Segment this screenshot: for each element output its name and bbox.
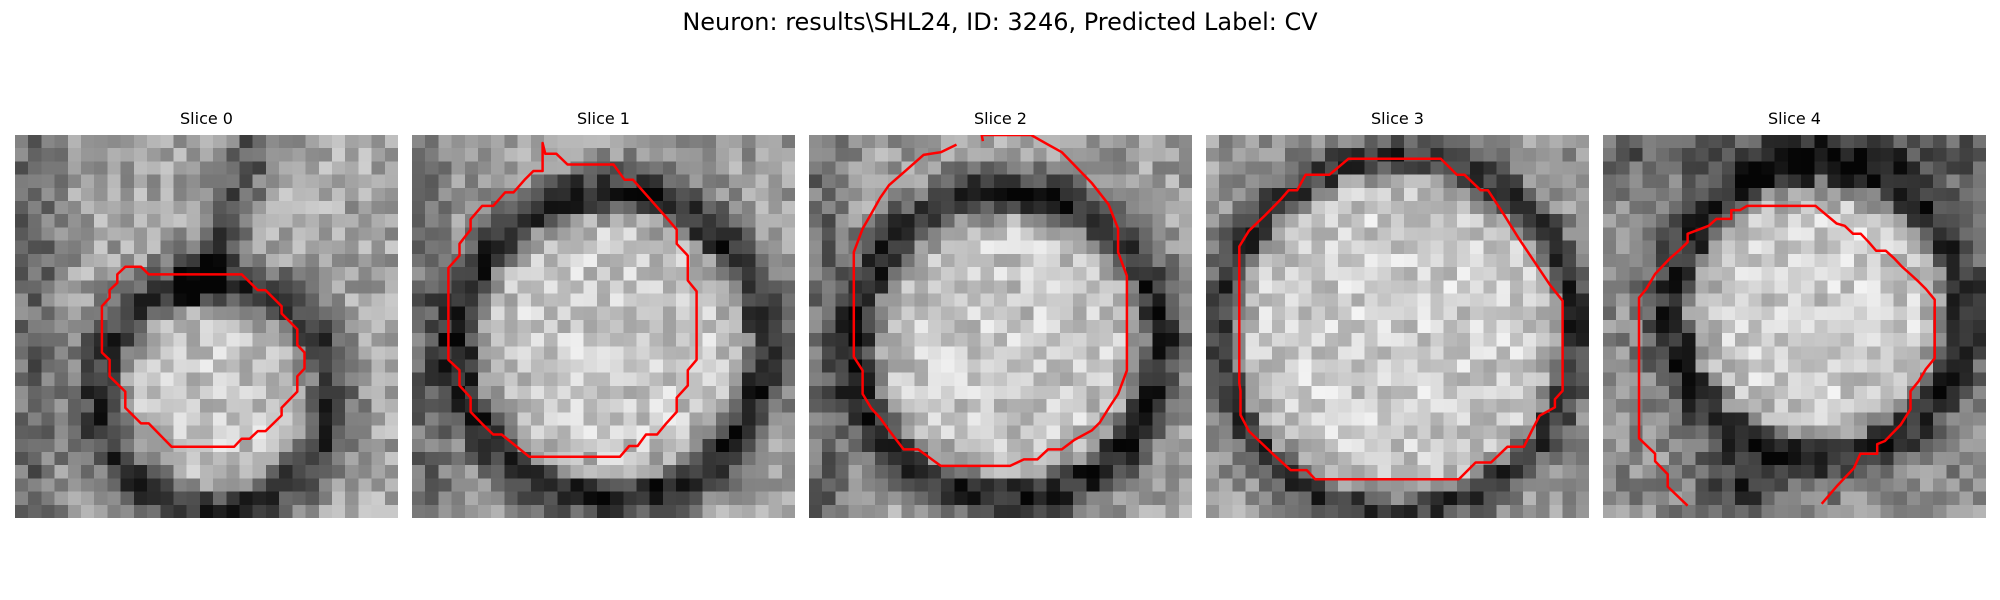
slice-panel-0: Slice 0 xyxy=(15,108,398,518)
segmentation-contour xyxy=(1238,157,1564,481)
segmentation-contour xyxy=(100,265,306,449)
segmentation-contour xyxy=(1637,204,1936,507)
grayscale-image xyxy=(1206,135,1589,518)
segmentation-contour xyxy=(852,135,1129,468)
figure-title: Neuron: results\SHL24, ID: 3246, Predict… xyxy=(682,8,1318,36)
slice-title: Slice 4 xyxy=(1768,109,1821,128)
slice-title: Slice 1 xyxy=(577,109,630,128)
slice-title: Slice 2 xyxy=(974,109,1027,128)
grayscale-image xyxy=(809,135,1192,518)
contour-overlay xyxy=(852,135,1129,468)
contour-overlay xyxy=(1637,204,1936,507)
slice-image-3 xyxy=(1206,135,1589,518)
contour-overlay xyxy=(100,265,306,449)
slice-panel-3: Slice 3 xyxy=(1206,108,1589,518)
slice-panel-1: Slice 1 xyxy=(412,108,795,518)
slice-title: Slice 0 xyxy=(180,109,233,128)
grayscale-image xyxy=(1603,135,1986,518)
segmentation-contour xyxy=(447,141,698,458)
slice-image-1 xyxy=(412,135,795,518)
slice-image-4 xyxy=(1603,135,1986,518)
grayscale-image xyxy=(412,135,795,518)
contour-overlay xyxy=(1238,157,1564,481)
slice-title: Slice 3 xyxy=(1371,109,1424,128)
grayscale-image xyxy=(15,135,398,518)
slice-panel-4: Slice 4 xyxy=(1603,108,1986,518)
slice-panel-2: Slice 2 xyxy=(809,108,1192,518)
slice-image-2 xyxy=(809,135,1192,518)
slice-image-0 xyxy=(15,135,398,518)
contour-overlay xyxy=(447,141,698,458)
